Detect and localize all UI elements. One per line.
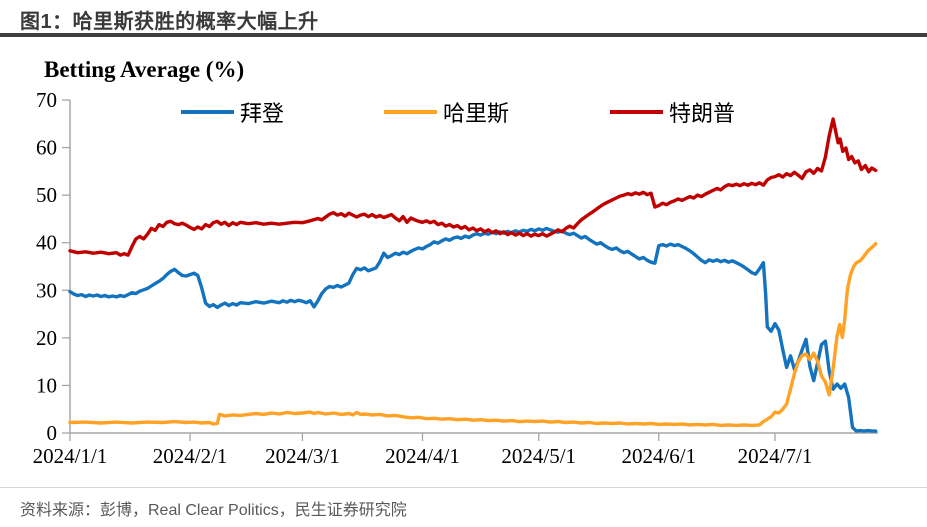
x-tick-label: 2024/7/1 (738, 444, 813, 468)
legend-label: 拜登 (240, 101, 285, 126)
y-tick-label: 60 (36, 136, 57, 160)
legend-label: 特朗普 (669, 101, 736, 126)
legend-swatch (384, 110, 437, 114)
legend-swatch (610, 110, 663, 114)
legend-swatch (181, 110, 234, 114)
chart-svg: 0 10 20 30 40 50 60 70 2024/1/1 2024/2/1 2024/3/1 2… (33, 88, 878, 468)
y-tick-label: 0 (47, 421, 58, 445)
source-text: 资料来源：彭博，Real Clear Politics，民生证券研究院 (20, 502, 407, 519)
source-divider (0, 487, 927, 488)
legend-item-biden: 拜登 (181, 99, 285, 126)
y-tick-label: 40 (36, 231, 57, 255)
y-tick-label: 10 (36, 373, 57, 397)
series-line-2 (68, 117, 878, 257)
y-tick-label: 30 (36, 278, 57, 302)
series-line-0 (68, 226, 878, 433)
chart-legend: 拜登 哈里斯 特朗普 (0, 99, 927, 126)
x-tick-label: 2024/6/1 (621, 444, 696, 468)
figure-title: 图1：哈里斯获胜的概率大幅上升 (20, 11, 319, 33)
title-rule (0, 33, 927, 37)
x-tick-label: 2024/4/1 (385, 444, 460, 468)
legend-item-trump: 特朗普 (610, 99, 736, 126)
chart-subtitle: Betting Average (%) (44, 57, 245, 82)
y-tick-label: 20 (36, 326, 57, 350)
legend-label: 哈里斯 (443, 101, 510, 126)
x-tick-label: 2024/2/1 (153, 444, 228, 468)
x-tick-label: 2024/3/1 (265, 444, 340, 468)
x-tick-label: 2024/1/1 (33, 444, 108, 468)
y-tick-label: 50 (36, 183, 57, 207)
series-line-1 (68, 241, 878, 428)
y-tick-label: 70 (36, 88, 57, 112)
x-tick-label: 2024/5/1 (501, 444, 576, 468)
legend-item-harris: 哈里斯 (384, 99, 510, 126)
